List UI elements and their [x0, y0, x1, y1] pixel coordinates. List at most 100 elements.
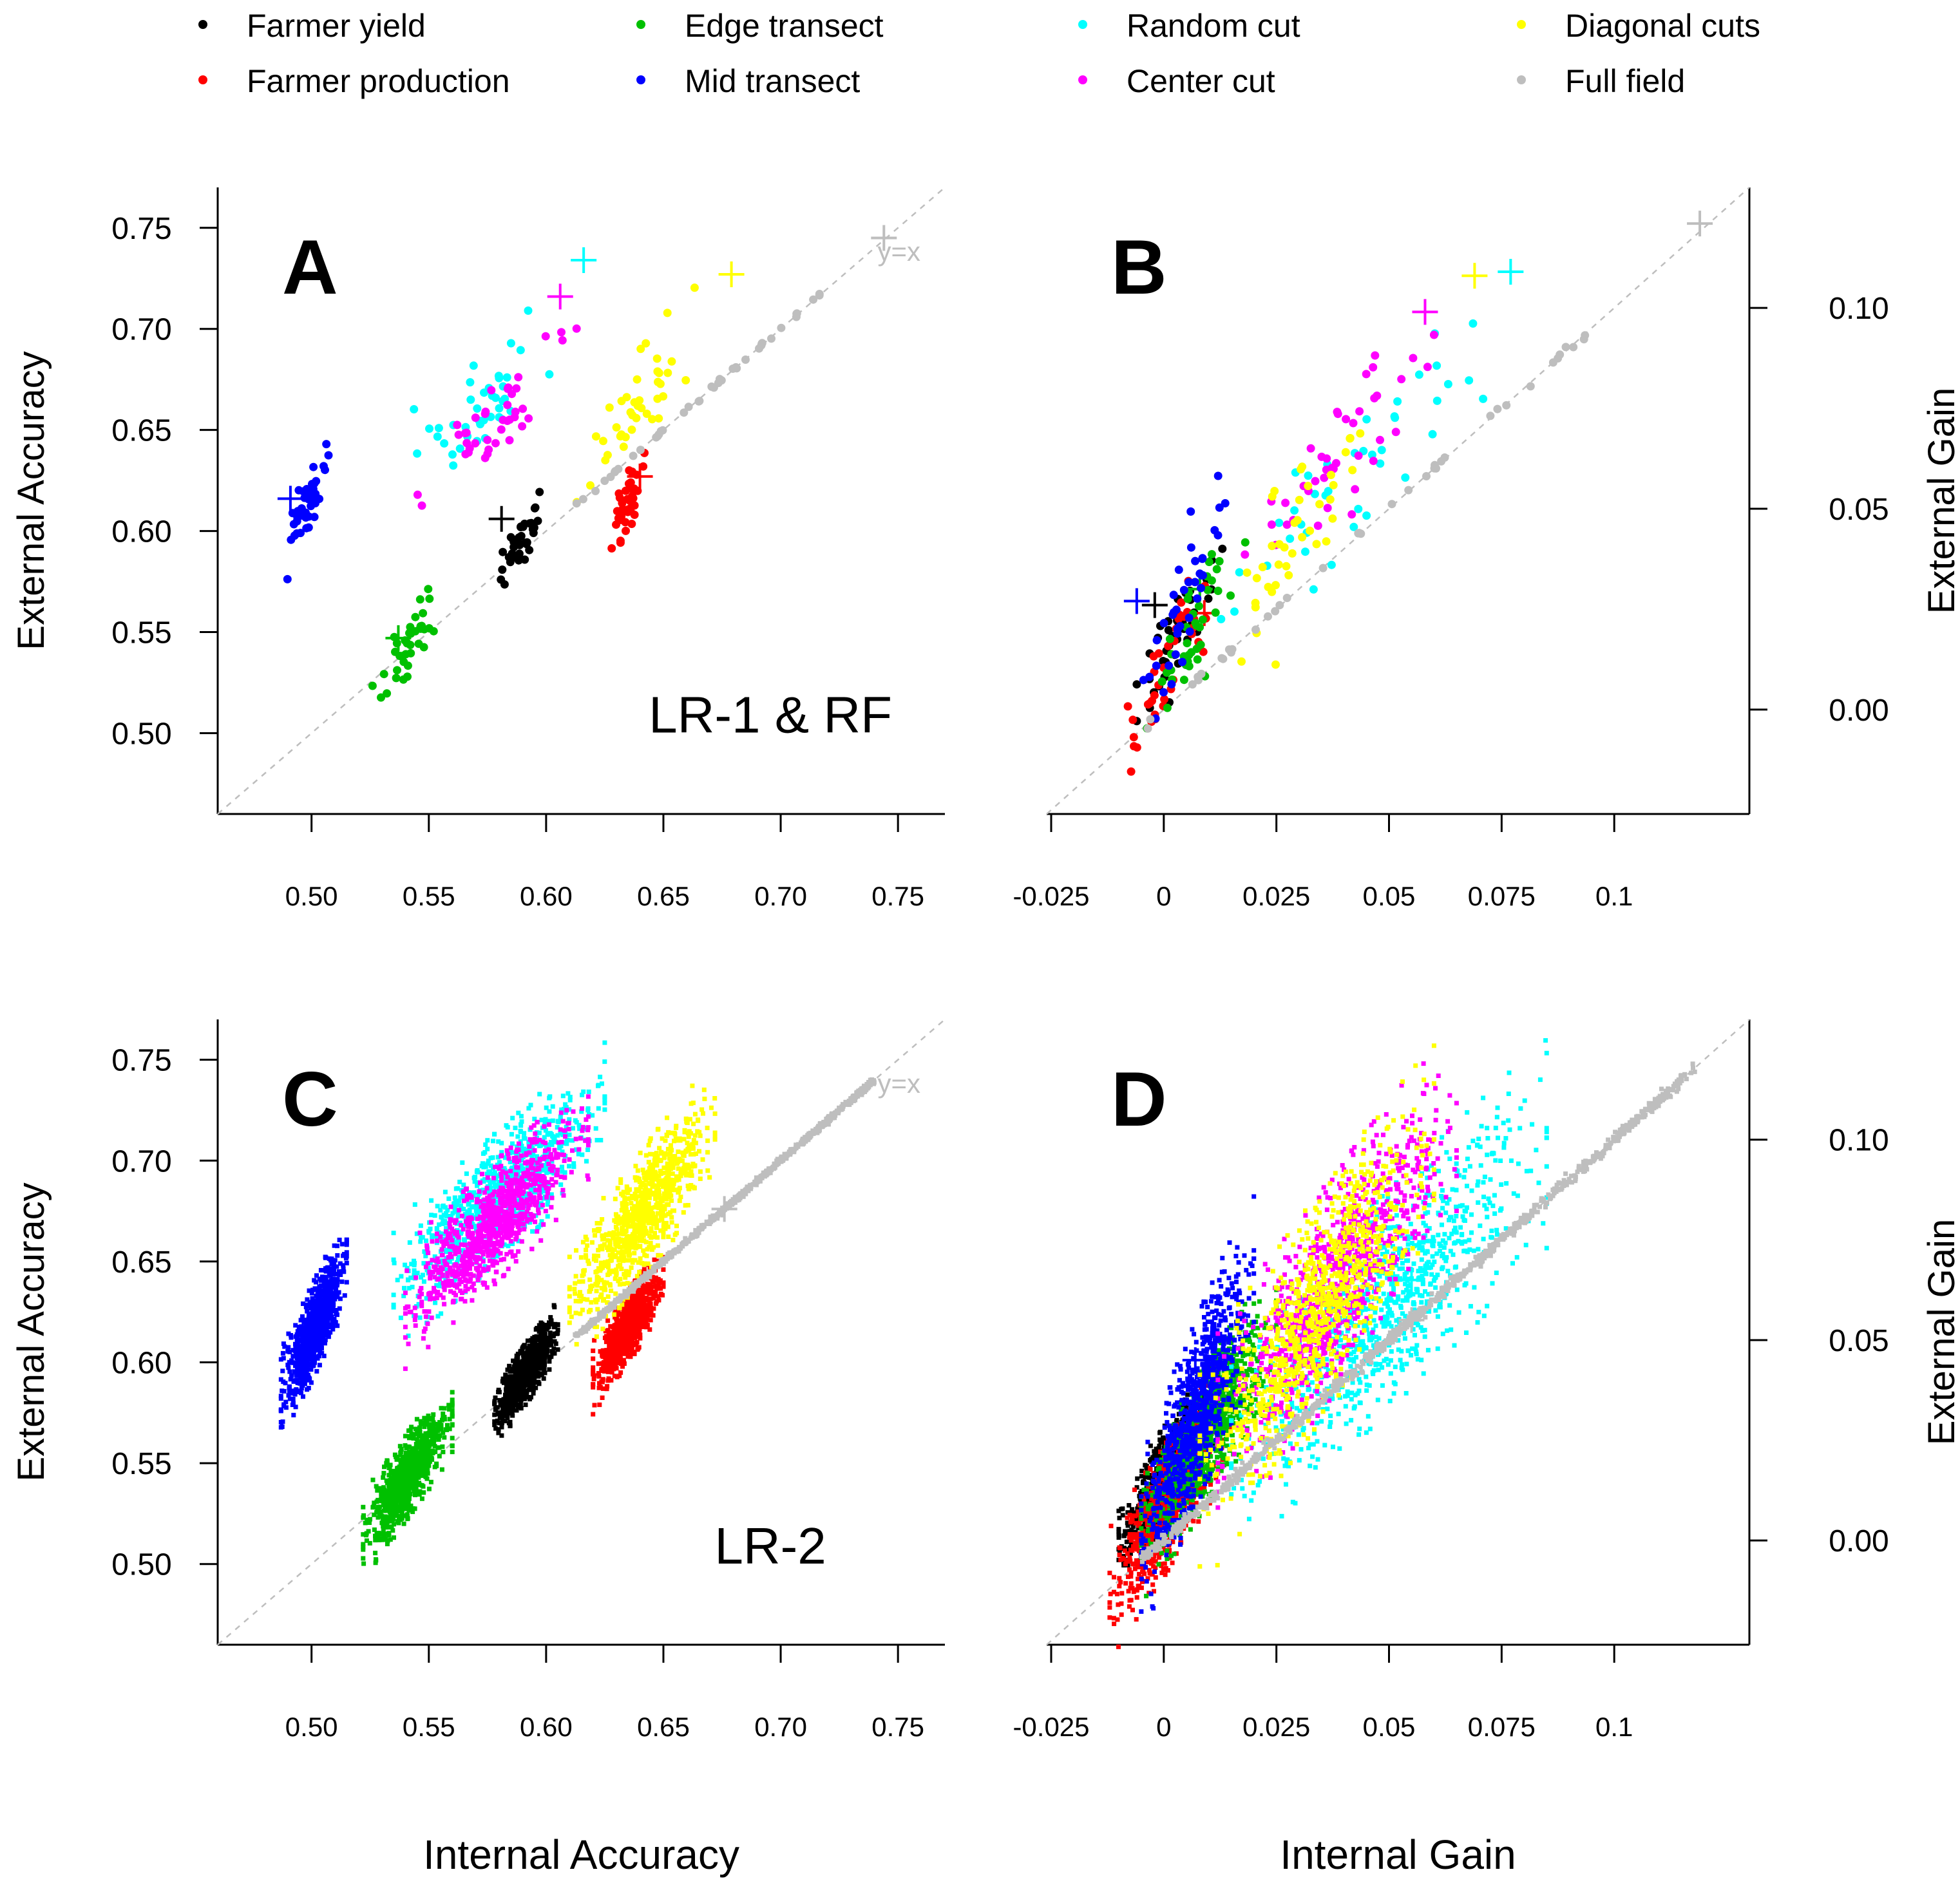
- data-point: [531, 1356, 535, 1361]
- data-point: [430, 1416, 435, 1421]
- data-point: [418, 502, 426, 510]
- data-point: [376, 1515, 381, 1520]
- data-point: [457, 1180, 462, 1184]
- data-point: [450, 1422, 455, 1426]
- series-farmer-production: [591, 1253, 665, 1417]
- data-point: [528, 1363, 532, 1368]
- data-point: [510, 1141, 515, 1146]
- data-point: [558, 336, 567, 345]
- y-axis-title: External Gain: [1921, 388, 1960, 614]
- data-point: [316, 1291, 321, 1295]
- data-point: [330, 1320, 335, 1324]
- data-point: [1128, 715, 1137, 724]
- data-point: [435, 1446, 440, 1450]
- data-point: [446, 1403, 451, 1407]
- data-point: [1290, 506, 1299, 515]
- data-point: [392, 1493, 397, 1498]
- data-point: [596, 1374, 601, 1379]
- data-point: [605, 1384, 609, 1388]
- y-tick-label: 0.10: [1829, 292, 1889, 326]
- data-point: [547, 1355, 552, 1359]
- data-point: [306, 1325, 310, 1330]
- data-point: [427, 1448, 432, 1453]
- data-point: [508, 1424, 512, 1428]
- data-point: [591, 1382, 595, 1386]
- data-point: [338, 1238, 342, 1242]
- data-point: [690, 283, 699, 292]
- data-point: [318, 1363, 322, 1367]
- data-point: [542, 1365, 547, 1370]
- y-tick-label: 0.55: [111, 1447, 171, 1481]
- data-point: [413, 1449, 417, 1453]
- data-point: [324, 1325, 328, 1330]
- data-point: [390, 1500, 394, 1504]
- data-point: [398, 1517, 403, 1522]
- data-point: [1185, 578, 1193, 587]
- legend-marker: [1078, 20, 1087, 29]
- data-point: [1356, 430, 1364, 438]
- data-point: [429, 1198, 433, 1203]
- data-point: [280, 1368, 285, 1373]
- data-point: [440, 439, 448, 448]
- data-point: [1329, 481, 1338, 489]
- data-point: [540, 1340, 544, 1345]
- data-point: [381, 1495, 386, 1499]
- data-point: [506, 1411, 510, 1415]
- data-point: [1393, 397, 1402, 406]
- y-tick-label: 0.75: [111, 1044, 171, 1078]
- data-point: [591, 1372, 595, 1377]
- data-point: [1217, 654, 1226, 663]
- data-point: [654, 430, 663, 439]
- data-point: [461, 1207, 466, 1211]
- data-point: [604, 1360, 609, 1365]
- data-point: [328, 1281, 332, 1285]
- data-point: [308, 1345, 312, 1349]
- data-point: [406, 1462, 410, 1466]
- data-point: [1493, 405, 1501, 413]
- data-point: [613, 423, 621, 431]
- data-point: [524, 1403, 528, 1407]
- data-point: [1170, 591, 1178, 599]
- data-point: [399, 1504, 404, 1508]
- data-point: [343, 1293, 347, 1298]
- data-point: [314, 1369, 319, 1374]
- data-point: [1376, 436, 1384, 444]
- legend-marker: [636, 75, 645, 84]
- data-point: [492, 1402, 497, 1406]
- data-point: [1159, 688, 1168, 697]
- data-point: [450, 1436, 455, 1441]
- data-point: [341, 1269, 346, 1274]
- y-tick-label: 0.75: [111, 212, 171, 246]
- data-point: [524, 414, 533, 422]
- data-point: [377, 1488, 382, 1492]
- data-point: [663, 308, 672, 317]
- data-point: [618, 1350, 623, 1355]
- data-point: [622, 527, 630, 535]
- data-point: [329, 1303, 334, 1308]
- data-point: [591, 487, 600, 495]
- data-point: [394, 1455, 398, 1459]
- data-point: [394, 1508, 398, 1513]
- data-point: [1569, 343, 1577, 352]
- data-point: [517, 346, 525, 354]
- data-point: [433, 1465, 437, 1470]
- data-point: [379, 1520, 384, 1525]
- data-point: [1195, 602, 1203, 610]
- data-point: [654, 414, 663, 422]
- data-point: [440, 1468, 444, 1472]
- data-point: [281, 1379, 285, 1384]
- data-point: [287, 536, 295, 544]
- data-point: [424, 1468, 429, 1472]
- data-point: [408, 1434, 412, 1439]
- data-point: [406, 1499, 411, 1503]
- data-point: [1213, 565, 1221, 573]
- data-point: [498, 565, 506, 574]
- data-point: [638, 1336, 642, 1341]
- data-point: [285, 1349, 290, 1354]
- data-point: [526, 1339, 530, 1343]
- data-point: [513, 1126, 518, 1130]
- data-point: [793, 309, 801, 317]
- data-point: [420, 643, 428, 652]
- data-point: [311, 499, 319, 507]
- data-point: [534, 1327, 538, 1332]
